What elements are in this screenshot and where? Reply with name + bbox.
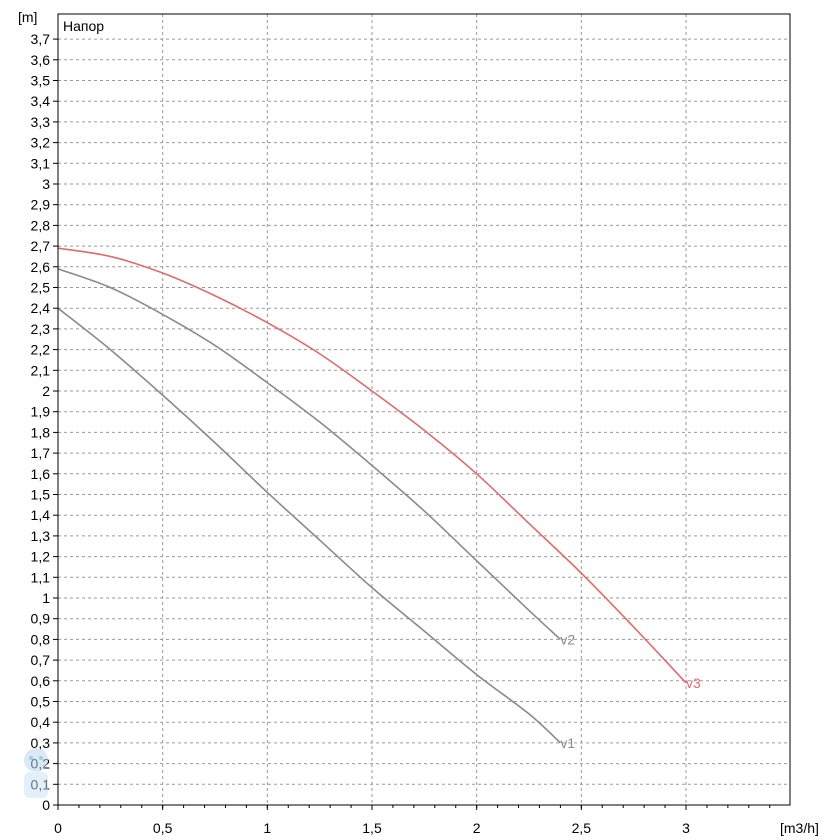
y-tick-label: 1 bbox=[42, 590, 50, 606]
y-tick-label: 2,1 bbox=[31, 362, 51, 378]
series-label-v1: v1 bbox=[560, 735, 575, 751]
y-tick-label: 2,6 bbox=[31, 259, 51, 275]
y-tick-label: 2,8 bbox=[31, 217, 51, 233]
y-tick-label: 3,6 bbox=[31, 52, 51, 68]
plot-title: Напор bbox=[63, 18, 104, 34]
y-tick-label: 2,4 bbox=[31, 300, 51, 316]
watermark-logo bbox=[24, 748, 48, 798]
x-tick-label: 2 bbox=[473, 820, 481, 836]
y-tick-label: 3 bbox=[42, 176, 50, 192]
y-tick-label: 2 bbox=[42, 383, 50, 399]
plot-frame bbox=[57, 13, 791, 806]
y-tick-label: 0,6 bbox=[31, 673, 51, 689]
series-label-v3: v3 bbox=[686, 675, 701, 691]
y-tick-label: 0,8 bbox=[31, 631, 51, 647]
x-tick-label: 3 bbox=[682, 820, 690, 836]
label-layer: 00,10,20,30,40,50,60,70,80,911,11,21,31,… bbox=[31, 31, 701, 836]
series-layer bbox=[57, 247, 687, 744]
y-tick-label: 1,2 bbox=[31, 549, 51, 565]
y-tick-label: 0,9 bbox=[31, 611, 51, 627]
y-tick-label: 3,5 bbox=[31, 73, 51, 89]
y-tick-label: 0,7 bbox=[31, 652, 51, 668]
x-tick-label: 1,5 bbox=[362, 820, 382, 836]
grid-layer bbox=[58, 14, 790, 805]
x-tick-label: 0 bbox=[54, 820, 62, 836]
y-tick-label: 2,3 bbox=[31, 321, 51, 337]
y-tick-label: 1,4 bbox=[31, 507, 51, 523]
x-axis-unit-label: [m3/h] bbox=[780, 820, 819, 836]
y-tick-label: 1,5 bbox=[31, 487, 51, 503]
series-label-v2: v2 bbox=[560, 631, 575, 647]
axis-layer bbox=[53, 13, 791, 810]
y-tick-label: 1,8 bbox=[31, 424, 51, 440]
y-tick-label: 1,1 bbox=[31, 569, 51, 585]
series-line-v1 bbox=[57, 307, 561, 744]
y-tick-label: 3,3 bbox=[31, 114, 51, 130]
y-tick-label: 3,7 bbox=[31, 31, 51, 47]
y-tick-label: 0,3 bbox=[31, 735, 51, 751]
y-tick-label: 0,4 bbox=[31, 714, 51, 730]
y-tick-label: 2,7 bbox=[31, 238, 51, 254]
y-tick-label: 3,1 bbox=[31, 155, 51, 171]
x-tick-label: 1 bbox=[263, 820, 271, 836]
series-line-v3 bbox=[57, 247, 687, 684]
x-tick-label: 0,5 bbox=[153, 820, 173, 836]
y-tick-label: 0,5 bbox=[31, 694, 51, 710]
y-tick-label: 1,6 bbox=[31, 466, 51, 482]
y-tick-label: 2,2 bbox=[31, 342, 51, 358]
y-tick-label: 2,9 bbox=[31, 197, 51, 213]
y-tick-label: 1,3 bbox=[31, 528, 51, 544]
y-tick-label: 2,5 bbox=[31, 280, 51, 296]
y-axis-unit-label: [m] bbox=[18, 9, 37, 25]
y-tick-label: 1,9 bbox=[31, 404, 51, 420]
y-tick-label: 3,4 bbox=[31, 93, 51, 109]
y-tick-label: 1,7 bbox=[31, 445, 51, 461]
x-tick-label: 2,5 bbox=[572, 820, 592, 836]
y-tick-label: 0 bbox=[42, 797, 50, 813]
y-tick-label: 3,2 bbox=[31, 135, 51, 151]
series-line-v2 bbox=[57, 268, 561, 640]
